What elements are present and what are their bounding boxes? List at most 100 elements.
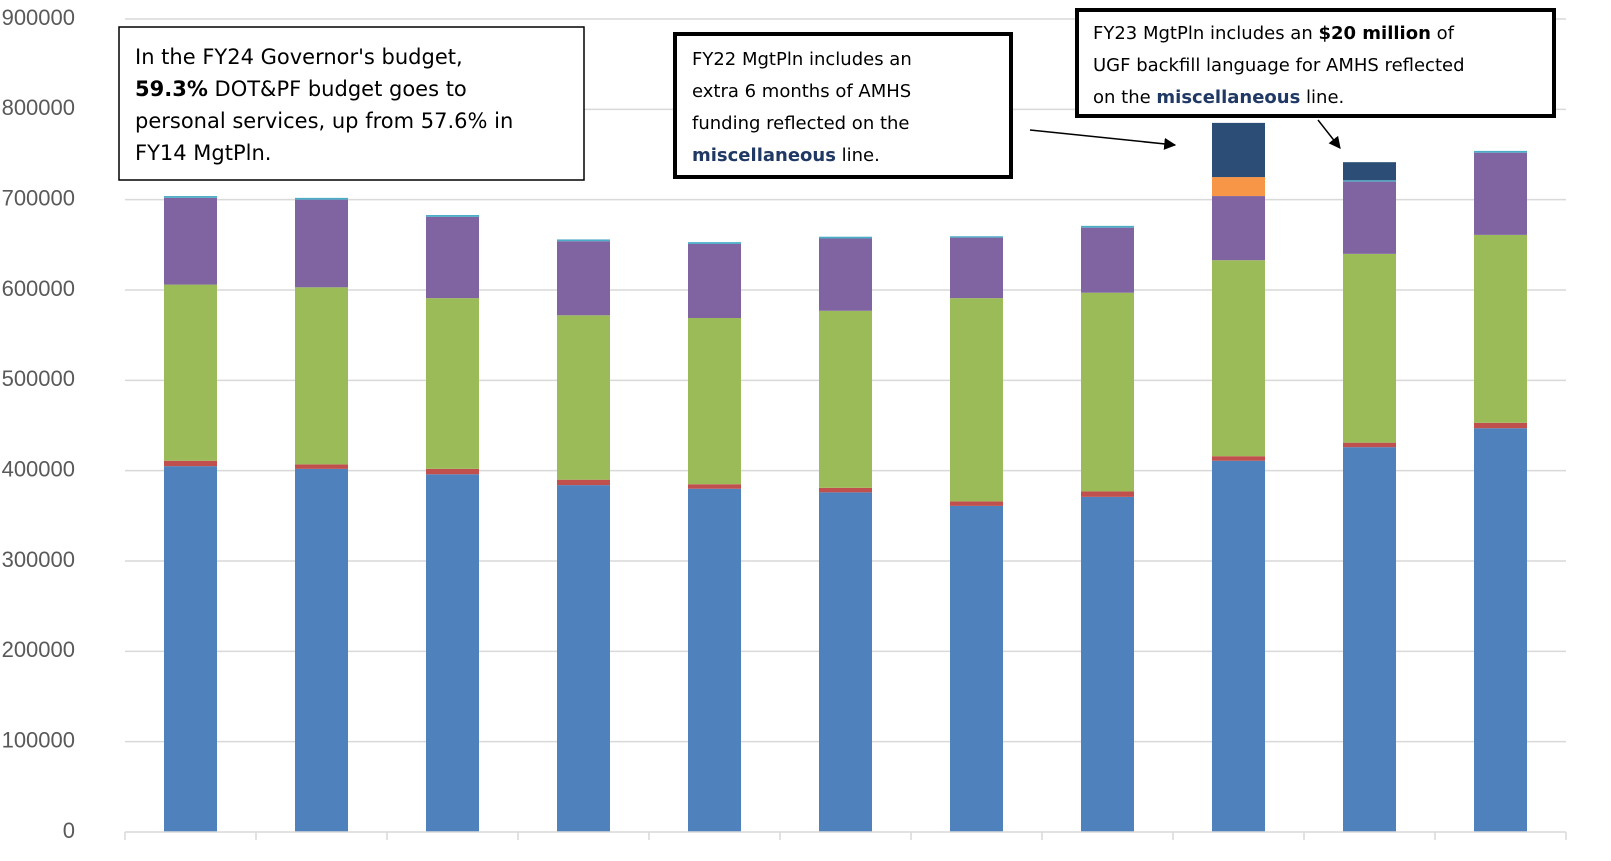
annotation-text: FY23 MgtPln includes an <box>1093 23 1318 44</box>
bar-segment <box>1343 180 1396 182</box>
y-tick-label: 0 <box>63 818 75 843</box>
bar-segment <box>1081 225 1134 228</box>
bar-segment <box>950 505 1003 832</box>
annotation-text: In the FY24 Governor's budget, <box>135 45 463 69</box>
bar-segment <box>1081 496 1134 832</box>
bar-segment <box>819 238 872 311</box>
bar-segment <box>164 197 217 285</box>
annotation-text: miscellaneous <box>1156 87 1300 108</box>
bar-segment <box>295 197 348 200</box>
bar-segment <box>295 199 348 288</box>
bar-segment <box>688 488 741 832</box>
bar-segment <box>1474 422 1527 429</box>
annotation-box <box>118 26 585 181</box>
bar-segment <box>426 468 479 475</box>
bar-segment <box>688 242 741 244</box>
annotation-line: extra 6 months of AMHS <box>692 81 911 102</box>
annotation-line: personal services, up from 57.6% in <box>135 109 513 133</box>
y-tick-label: 500000 <box>2 366 75 391</box>
bar-segment <box>426 216 479 299</box>
annotation-line: FY22 MgtPln includes an <box>692 49 912 70</box>
bar-segment <box>164 284 217 461</box>
annotation-text: 59.3% <box>135 77 208 101</box>
bar-segment <box>1212 260 1265 457</box>
bar-segment <box>819 310 872 488</box>
annotation-text: of <box>1431 23 1455 44</box>
bar-segment <box>426 298 479 469</box>
annotation-line: 59.3% DOT&PF budget goes to <box>135 77 467 101</box>
bar-segment <box>1343 447 1396 832</box>
y-tick-label: 200000 <box>2 637 75 662</box>
annotation-line: funding reflected on the <box>692 113 910 134</box>
bar-segment <box>1081 227 1134 293</box>
bar-segment <box>1081 491 1134 497</box>
bar-segment <box>1474 428 1527 832</box>
annotation-text: on the <box>1093 87 1156 108</box>
bar-segment <box>426 474 479 832</box>
annotation-line: FY23 MgtPln includes an $20 million of <box>1093 23 1455 44</box>
annotation-line: In the FY24 Governor's budget, <box>135 45 463 69</box>
arrow <box>1029 129 1177 150</box>
bar-segment <box>1212 122 1265 178</box>
bar-segment <box>1343 162 1396 181</box>
annotation-text: miscellaneous <box>692 145 836 166</box>
annotation-line: miscellaneous line. <box>692 145 880 166</box>
annotation-text: line. <box>1300 87 1344 108</box>
bar-segment <box>1343 181 1396 254</box>
bar-segment <box>950 236 1003 238</box>
y-tick-label: 900000 <box>2 5 75 30</box>
annotation-line: FY14 MgtPln. <box>135 141 271 165</box>
y-tick-label: 800000 <box>2 95 75 120</box>
bar-segment <box>164 460 217 467</box>
bar-segment <box>950 237 1003 299</box>
bar-segment <box>1212 196 1265 261</box>
bar-segment <box>557 485 610 832</box>
annotation-text: extra 6 months of AMHS <box>692 81 911 102</box>
bar-segment <box>688 243 741 319</box>
bar-segment <box>819 236 872 239</box>
bar-segment <box>1212 456 1265 461</box>
annotation-text: line. <box>836 145 880 166</box>
bar-segment <box>295 287 348 465</box>
bar-segment <box>295 464 348 469</box>
y-tick-label: 100000 <box>2 727 75 752</box>
bar-segment <box>1474 150 1527 153</box>
annotation-text: personal services, up from 57.6% in <box>135 109 513 133</box>
annotations: In the FY24 Governor's budget, 59.3% DOT&… <box>135 23 1465 166</box>
y-tick-label: 700000 <box>2 185 75 210</box>
annotation-box <box>673 32 1013 179</box>
bar-segment <box>1343 253 1396 443</box>
annotation-text: $20 million <box>1318 23 1430 44</box>
bar-segment <box>950 501 1003 506</box>
bar-segment <box>950 298 1003 502</box>
bar-segment <box>1474 152 1527 235</box>
bar-segment <box>1212 177 1265 197</box>
bar-segment <box>557 315 610 480</box>
bar-segment <box>1081 292 1134 492</box>
bar-segment <box>819 487 872 493</box>
y-tick-label: 600000 <box>2 276 75 301</box>
bar-segment <box>1212 460 1265 832</box>
bar-segment <box>688 484 741 489</box>
bar-segment <box>1474 234 1527 423</box>
bar-segment <box>295 468 348 832</box>
axis: 0 100000 200000 300000 400000 500000 600000 700… <box>2 5 1567 843</box>
bar-segment <box>557 239 610 242</box>
bar-segment <box>164 466 217 832</box>
arrow <box>1317 119 1341 149</box>
annotation-text: FY22 MgtPln includes an <box>692 49 912 70</box>
bar-segment <box>426 215 479 217</box>
bars <box>164 122 1527 832</box>
annotation-box <box>1075 8 1556 118</box>
annotation-line: UGF backfill language for AMHS reflected <box>1093 55 1465 76</box>
annotation-line: on the miscellaneous line. <box>1093 87 1344 108</box>
bar-segment <box>557 241 610 316</box>
annotation-text: UGF backfill language for AMHS reflected <box>1093 55 1465 76</box>
annotation-text: FY14 MgtPln. <box>135 141 271 165</box>
annotation-text: DOT&PF budget goes to <box>208 77 467 101</box>
bar-segment <box>1343 442 1396 448</box>
y-tick-label: 300000 <box>2 547 75 572</box>
bar-segment <box>688 318 741 485</box>
annotation-text: funding reflected on the <box>692 113 910 134</box>
